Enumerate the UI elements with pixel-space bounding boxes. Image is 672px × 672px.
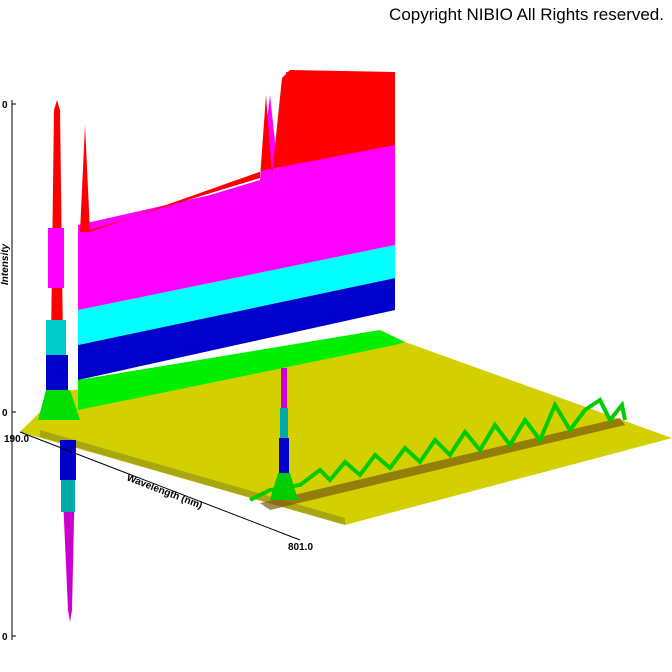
- spike-mid-cyan: [280, 408, 288, 438]
- spike-down-cyan: [61, 480, 75, 512]
- z-tick-label: 0: [2, 632, 8, 643]
- spike-down-blue: [60, 440, 76, 480]
- spike-left-blue: [46, 355, 68, 390]
- z-axis-label: Intensity: [0, 243, 11, 285]
- x-end-label: 801.0: [288, 542, 313, 553]
- floor-ridge: [260, 418, 625, 510]
- spike-red: [80, 125, 90, 232]
- noise-line: [249, 397, 627, 502]
- x-axis: [19, 431, 301, 541]
- x-start-label: 190.0: [4, 434, 29, 445]
- spike-left-cyan: [46, 320, 66, 355]
- spike-mid-blue: [279, 438, 289, 473]
- spike-left-magenta: [48, 228, 64, 288]
- copyright: Copyright NIBIO All Rights reserved.: [389, 5, 664, 24]
- band-green: [78, 330, 405, 410]
- band-cyan: [78, 245, 395, 345]
- spike-mid-magenta: [281, 368, 287, 408]
- band-red: [90, 70, 395, 232]
- spike-left-green: [38, 390, 80, 420]
- z-tick-label: 0: [2, 408, 8, 419]
- band-blue: [78, 278, 395, 380]
- z-tick-label: 0: [2, 100, 8, 111]
